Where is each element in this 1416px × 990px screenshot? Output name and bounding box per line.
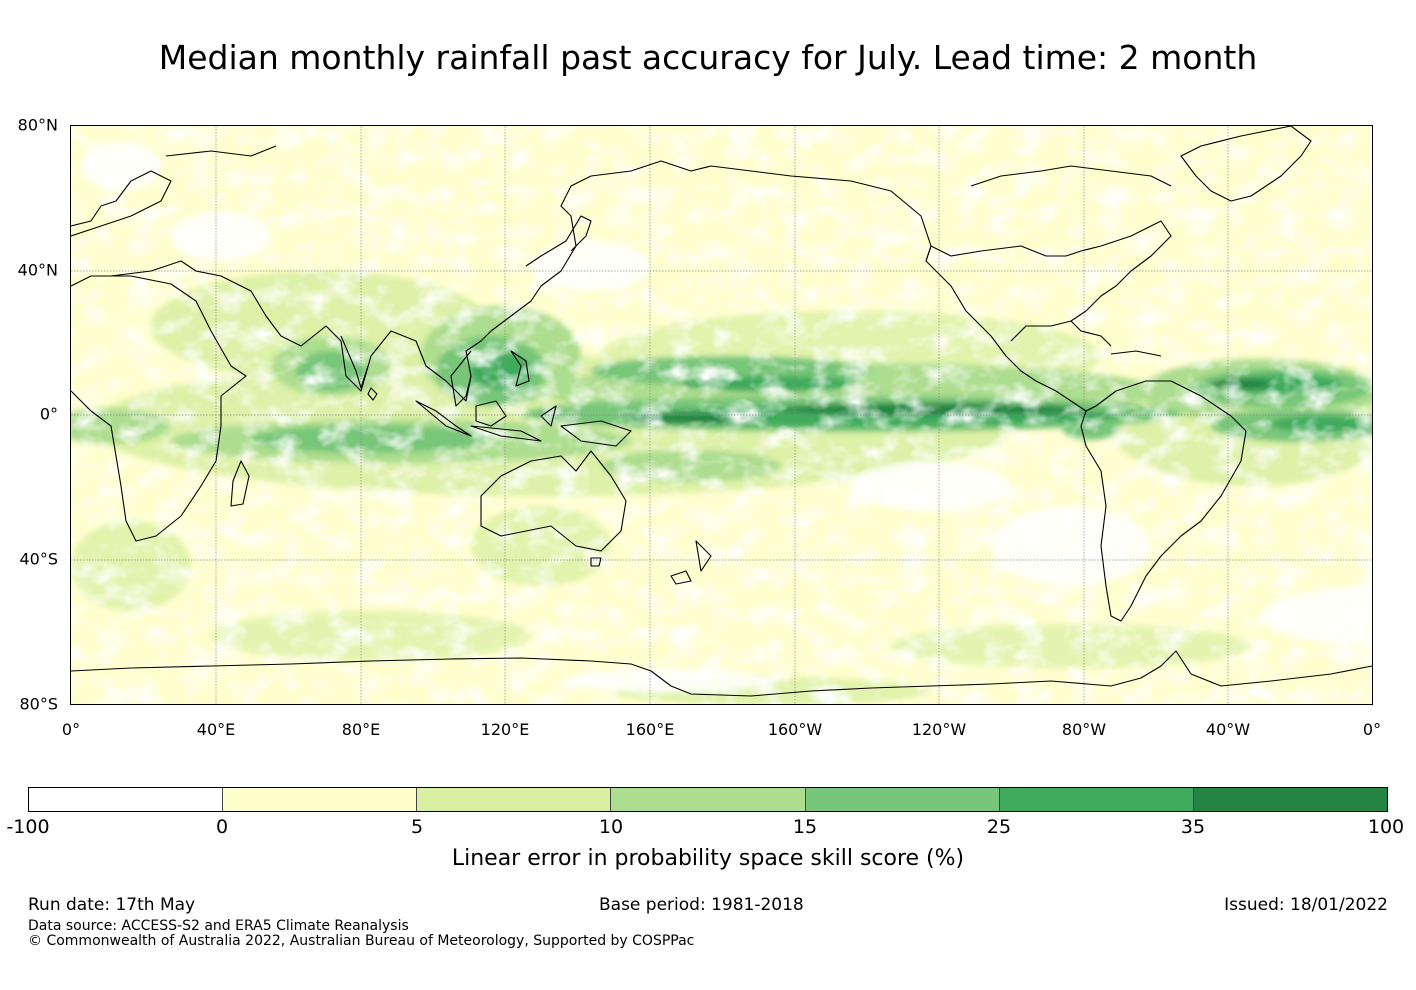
colorbar-segment	[805, 788, 1000, 811]
base-period: Base period: 1981-2018	[599, 895, 804, 915]
colorbar-tick: -100	[6, 816, 50, 838]
colorbar-tick: 15	[792, 816, 818, 838]
lon-label-0: 0°	[61, 720, 81, 739]
colorbar-segment	[223, 788, 418, 811]
run-date: Run date: 17th May	[28, 895, 196, 915]
colorbar-segment	[29, 788, 224, 811]
lon-label-120w: 120°W	[911, 720, 967, 739]
lat-label-80s: 80°S	[19, 694, 58, 714]
colorbar-tick: 5	[410, 816, 424, 838]
issued-date: Issued: 18/01/2022	[1224, 895, 1388, 915]
copyright: © Commonwealth of Australia 2022, Austra…	[28, 933, 695, 949]
colorbar-tick: 35	[1180, 816, 1206, 838]
lat-label-equator: 0°	[39, 404, 58, 424]
lat-label-40n: 40°N	[17, 260, 58, 280]
colorbar-segment	[1193, 788, 1387, 811]
colorbar-segment	[417, 788, 612, 811]
colorbar-segment	[999, 788, 1194, 811]
lon-label-80w: 80°W	[1061, 720, 1107, 739]
lon-label-0-end: 0°	[1362, 720, 1382, 739]
colorbar-tick: 10	[598, 816, 624, 838]
colorbar-segment	[611, 788, 806, 811]
skill-score-map	[70, 125, 1373, 705]
colorbar-tick: 0	[215, 816, 229, 838]
lon-label-40e: 40°E	[196, 720, 236, 739]
lon-label-40w: 40°W	[1205, 720, 1251, 739]
lon-label-160w: 160°W	[767, 720, 823, 739]
colorbar-tick: 25	[986, 816, 1012, 838]
colorbar	[28, 787, 1388, 812]
lat-label-80n: 80°N	[17, 115, 58, 135]
chart-title: Median monthly rainfall past accuracy fo…	[158, 38, 1258, 77]
lon-label-80e: 80°E	[341, 720, 381, 739]
colorbar-label: Linear error in probability space skill …	[451, 846, 965, 871]
colorbar-tick: 100	[1367, 816, 1405, 838]
lat-label-40s: 40°S	[19, 549, 58, 569]
data-source: Data source: ACCESS-S2 and ERA5 Climate …	[28, 918, 409, 934]
lon-label-120e: 120°E	[480, 720, 530, 739]
lon-label-160e: 160°E	[625, 720, 675, 739]
